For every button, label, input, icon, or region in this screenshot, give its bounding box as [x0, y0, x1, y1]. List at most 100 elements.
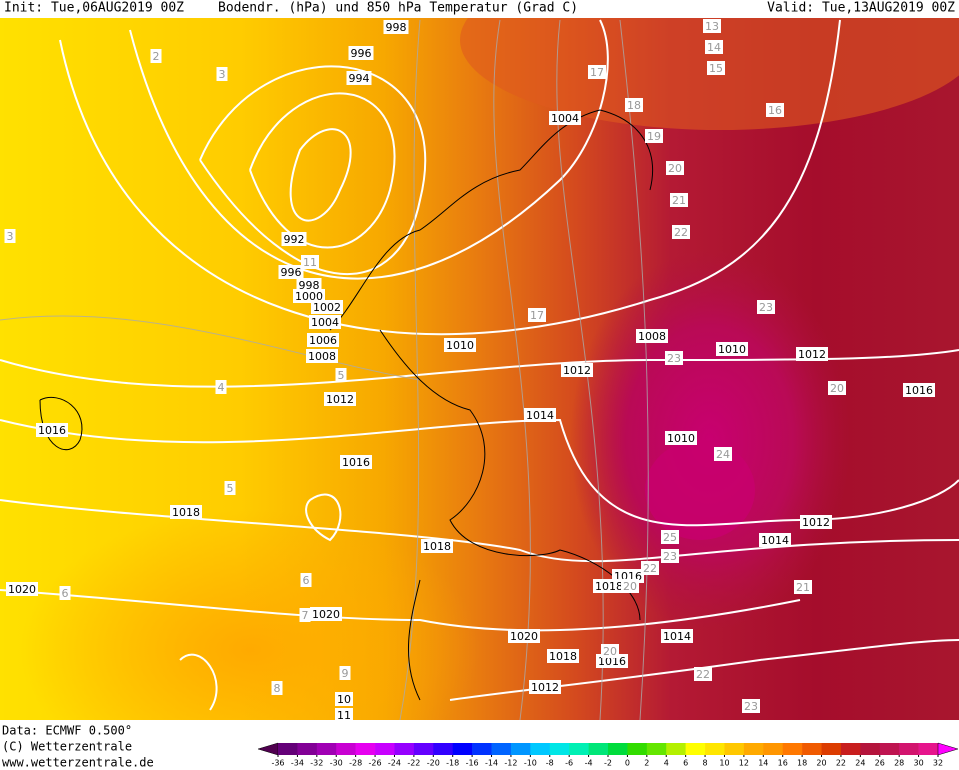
colorbar-cell — [569, 743, 589, 755]
colorbar-tick-label: -6 — [565, 759, 573, 768]
isobar — [129, 19, 609, 280]
isotherm-label-box — [528, 308, 546, 322]
isotherm-label-box — [59, 586, 71, 600]
isotherm-label-box — [645, 129, 663, 143]
colorbar-tick-label: -32 — [310, 759, 323, 768]
coastline — [407, 579, 421, 701]
colorbar-cell — [433, 743, 454, 755]
isotherm-label-box — [661, 530, 679, 544]
isobar-label-box — [348, 46, 374, 60]
isotherm-label: 5 — [338, 369, 345, 382]
colorbar-cell — [491, 743, 512, 755]
colorbar-cell — [336, 743, 356, 755]
colorbar-tick-label: -26 — [369, 759, 382, 768]
isotherm-label: 11 — [303, 256, 317, 269]
isobar-label-box — [36, 423, 68, 437]
isotherms — [0, 19, 649, 720]
colorbar-cell — [840, 743, 861, 755]
isobar-label-box — [335, 692, 353, 706]
isotherm — [493, 19, 531, 720]
warm-region — [20, 510, 480, 720]
isobar-label-box — [306, 349, 338, 363]
isotherm-label: 15 — [709, 62, 723, 75]
colorbar-cell — [510, 743, 531, 755]
isobar — [0, 349, 959, 388]
colorbar-cell — [705, 743, 725, 755]
colorbar-tick-label: 26 — [875, 759, 885, 768]
isotherm-label: 23 — [744, 700, 758, 713]
colorbar-cell — [646, 743, 667, 755]
isobar-label-box — [6, 582, 38, 596]
colorbar-tick-label: 32 — [933, 759, 943, 768]
colorbar-tick-label: 16 — [778, 759, 788, 768]
isotherm-label-box — [339, 666, 351, 680]
isobar-label: 1018 — [549, 650, 577, 663]
isotherm-label: 20 — [623, 580, 637, 593]
isotherm-label-box — [224, 481, 236, 495]
isotherm-label-box — [742, 699, 760, 713]
isobar-label: 1012 — [798, 348, 826, 361]
colorbar-cell — [452, 743, 473, 755]
colorbar-cell — [413, 743, 434, 755]
isobar-label: 1020 — [8, 583, 36, 596]
colorbar-arrow — [937, 742, 959, 756]
colorbar-tick-label: -22 — [407, 759, 420, 768]
isobar-label-box — [296, 278, 322, 292]
isotherm-label: 22 — [696, 668, 710, 681]
isobar-label: 1020 — [312, 608, 340, 621]
isotherm-label-box — [714, 447, 732, 461]
isobar — [0, 589, 801, 632]
isobar-label-box — [444, 338, 476, 352]
isobar-label-box — [346, 71, 372, 85]
colorbar-tick-label: 0 — [625, 759, 630, 768]
isobar-label: 1018 — [595, 580, 623, 593]
isotherm-label-box — [588, 65, 606, 79]
colorbar-tick-label: -2 — [604, 759, 612, 768]
isobar-label-box — [903, 383, 935, 397]
isobar-label: 1004 — [551, 112, 579, 125]
isobar-label: 992 — [284, 233, 305, 246]
isobar-label-box — [800, 515, 832, 529]
isotherm-label: 3 — [7, 230, 14, 243]
isobar-label: 11 — [337, 709, 351, 722]
isobar-label-box — [561, 363, 593, 377]
colorbar-cell — [743, 743, 764, 755]
colorbar-cell — [724, 743, 745, 755]
isotherm-label: 16 — [768, 104, 782, 117]
colorbar-tick-label: -16 — [466, 759, 479, 768]
colorbar-cell — [394, 743, 415, 755]
isobar-label-box — [311, 300, 343, 314]
colorbar-tick-label: -36 — [271, 759, 284, 768]
isobar-label: 1010 — [667, 432, 695, 445]
isobar-label-box — [661, 629, 693, 643]
colorbar-cell — [860, 743, 881, 755]
colorbar-tick-label: 4 — [664, 759, 669, 768]
isobar — [305, 493, 342, 542]
isotherm-label-box — [757, 300, 775, 314]
isobar-label-box — [335, 708, 353, 720]
isotherm-label: 20 — [830, 382, 844, 395]
isotherm-label-box — [666, 161, 684, 175]
colorbar-tick-label: -14 — [485, 759, 498, 768]
isotherm-label: 13 — [705, 20, 719, 33]
isobar-label-box — [324, 392, 356, 406]
map-labels: 9989969941004992996998100010021004100610… — [4, 19, 935, 722]
colorbar-tick-label: -18 — [446, 759, 459, 768]
isobar-label: 998 — [299, 279, 320, 292]
isotherm-label: 5 — [227, 482, 234, 495]
colorbar: -36 -34 -32 -30 -28 -26 -24 -22 -20 -18 -16 -14 -12-… — [257, 742, 959, 768]
colorbar-cell — [899, 743, 919, 755]
isobar-label-box — [759, 533, 791, 547]
isobar-label: 1000 — [295, 290, 323, 303]
colorbar-cell — [608, 743, 628, 755]
isobar-label: 1020 — [510, 630, 538, 643]
isotherm-label-box — [766, 103, 784, 117]
isotherm-label: 20 — [603, 645, 617, 658]
colorbar-cell — [549, 743, 570, 755]
isobar-label: 1012 — [563, 364, 591, 377]
isobar-label: 1014 — [526, 409, 554, 422]
isobars — [0, 19, 959, 711]
data-source: Data: ECMWF 0.500° — [2, 724, 132, 738]
